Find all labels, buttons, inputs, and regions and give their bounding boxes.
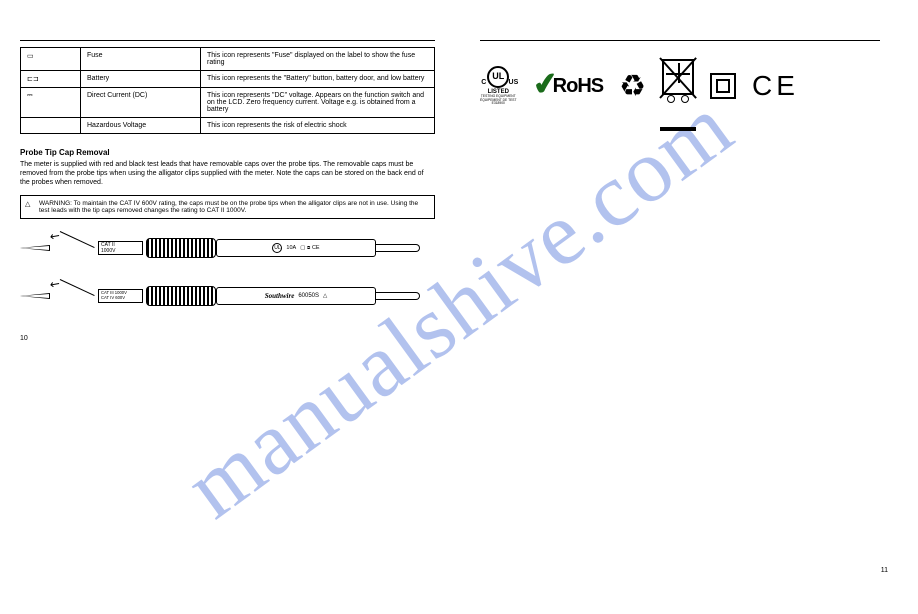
probe-model: 60050S [298, 293, 319, 299]
warning-icon: △ [25, 200, 30, 208]
page-number: 11 [881, 567, 888, 574]
probe-body: Southwire 60050S △ [216, 287, 376, 305]
certification-row: C UL US LISTED TESTING EQUIPMENT ÉQUIPEM… [480, 61, 880, 111]
weee-cross-icon [660, 57, 696, 97]
probe-marks: ▢ ⧈ CE [300, 245, 319, 252]
callout-arrow: ↙ [47, 228, 63, 245]
recycle-icon: ♻ [619, 69, 646, 104]
probe-tip [20, 293, 50, 299]
ul-listed-mark: C UL US LISTED TESTING EQUIPMENT ÉQUIPEM… [480, 66, 517, 106]
left-page: ▭ Fuse This icon represents "Fuse" displ… [20, 30, 450, 584]
callout-line [60, 231, 95, 248]
inner-square [716, 79, 730, 93]
section-body: The meter is supplied with red and black… [20, 161, 435, 187]
probe-cable [376, 244, 420, 252]
ul-us: US [509, 79, 519, 86]
table-row: ▭ Fuse This icon represents "Fuse" displ… [21, 48, 435, 71]
probe-cable [376, 292, 420, 300]
right-page: C UL US LISTED TESTING EQUIPMENT ÉQUIPEM… [450, 30, 880, 584]
ul-mark-icon: UL [272, 243, 282, 253]
desc-cell: This icon represents "Fuse" displayed on… [201, 48, 435, 71]
icon-cell: ▭ [21, 48, 81, 71]
ul-letters: UL [492, 72, 504, 81]
icon-cell [21, 118, 81, 134]
ul-subtext: TESTING EQUIPMENT ÉQUIPEMENT DE TEST E31… [480, 95, 517, 105]
probe-brand: Southwire [265, 292, 295, 300]
probe-grip [146, 286, 216, 306]
probe-body: UL 10A ▢ ⧈ CE [216, 239, 376, 257]
two-page-spread: ▭ Fuse This icon represents "Fuse" displ… [0, 0, 918, 614]
warning-text: WARNING: To maintain the CAT IV 600V rat… [39, 200, 428, 214]
probe-diagram-2: ↙ CAT III 1000V CAT IV 600V Southwire 60… [20, 277, 420, 315]
probe-grip [146, 238, 216, 258]
divider [480, 40, 880, 41]
probe-diagram-1: ↙ CAT II 1000V UL 10A ▢ ⧈ CE [20, 229, 420, 267]
desc-cell: This icon represents the "Battery" butto… [201, 71, 435, 88]
icon-cell: ⊏⊐ [21, 71, 81, 88]
label-cell: Direct Current (DC) [81, 88, 201, 118]
page-number: 10 [20, 335, 435, 342]
label-cell: Fuse [81, 48, 201, 71]
rohs-text: RoHS [553, 75, 603, 98]
checkmark-icon: ✔ [530, 65, 559, 103]
divider [20, 40, 435, 41]
callout-arrow: ↙ [47, 276, 63, 293]
probe-tip [20, 245, 50, 251]
probe-cap-label: CAT II 1000V [98, 241, 143, 255]
ul-c: C [481, 79, 486, 86]
desc-cell: This icon represents the risk of electri… [201, 118, 435, 134]
label-cell: Battery [81, 71, 201, 88]
table-row: Hazardous Voltage This icon represents t… [21, 118, 435, 134]
table-row: ⊏⊐ Battery This icon represents the "Bat… [21, 71, 435, 88]
section-title: Probe Tip Cap Removal [20, 148, 435, 157]
rohs-mark: ✔ RoHS [533, 69, 604, 104]
warning-box: △ WARNING: To maintain the CAT IV 600V r… [20, 195, 435, 219]
probe-cap-label: CAT III 1000V CAT IV 600V [98, 289, 143, 303]
icon-table: ▭ Fuse This icon represents "Fuse" displ… [20, 47, 435, 134]
callout-line [60, 279, 95, 296]
icon-cell: ⎓ [21, 88, 81, 118]
table-row: ⎓ Direct Current (DC) This icon represen… [21, 88, 435, 118]
desc-cell: This icon represents "DC" voltage. Appea… [201, 88, 435, 118]
weee-bin-icon [662, 59, 694, 95]
weee-mark [662, 59, 694, 113]
weee-bar [660, 127, 696, 131]
probe-rating: 10A [286, 245, 296, 251]
warning-icon: △ [323, 293, 327, 299]
ce-mark: CE [752, 70, 799, 102]
ul-circle-icon: C UL US [487, 66, 509, 88]
double-insulation-icon [710, 73, 736, 99]
label-cell: Hazardous Voltage [81, 118, 201, 134]
